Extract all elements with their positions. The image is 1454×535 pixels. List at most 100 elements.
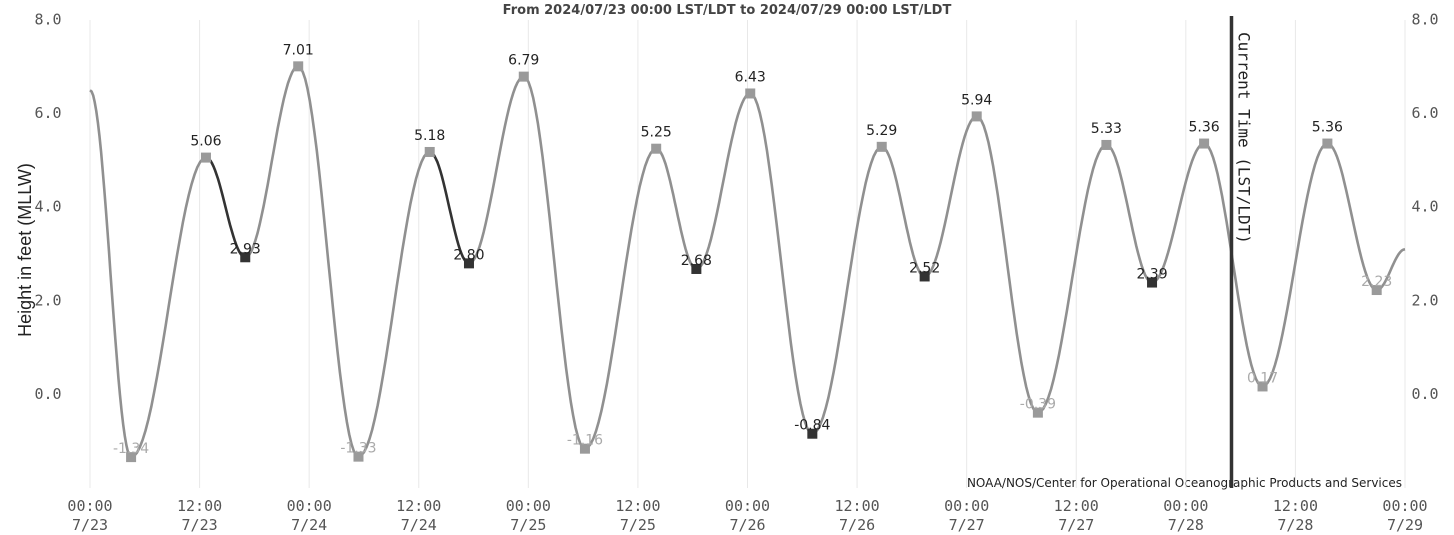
data-label: -1.33: [340, 441, 376, 457]
x-tick-date: 7/28: [1277, 516, 1313, 534]
current-time-label: Current Time (LST/LDT): [1234, 32, 1253, 244]
tide-curve-segment: [1106, 143, 1153, 284]
y-tick-label-right: 8.0: [1411, 11, 1438, 29]
x-tick-time: 00:00: [944, 497, 989, 515]
x-tick-date: 7/23: [182, 516, 218, 534]
data-point-marker: [1371, 285, 1382, 296]
x-tick-time: 00:00: [67, 497, 112, 515]
data-point-marker: [971, 111, 982, 122]
y-tick-label-left: 8.0: [34, 11, 61, 29]
x-tick-date: 7/26: [839, 516, 875, 534]
data-labels: -1.34 5.06 2.93 7.01 -1.33 5.18 2.80 6.79 -1.16 5…: [113, 42, 1392, 457]
tide-curve-segment: [523, 75, 586, 450]
x-tick-date: 7/24: [291, 516, 327, 534]
tide-curve-segment: [584, 147, 657, 450]
y-tick-label-right: 2.0: [1411, 291, 1438, 309]
tide-curve-segment: [924, 115, 978, 278]
data-point-marker: [1147, 277, 1158, 288]
data-label: 6.79: [508, 53, 539, 69]
x-tick-time: 12:00: [177, 497, 222, 515]
tide-curve-segment: [1037, 143, 1107, 414]
data-point-marker: [518, 71, 529, 82]
data-label: -1.34: [113, 441, 149, 457]
tide-curve-segment: [297, 65, 360, 458]
data-label: 5.06: [190, 134, 221, 150]
x-tick-date: 7/25: [620, 516, 656, 534]
tide-curve: [89, 65, 1406, 459]
data-point-marker: [579, 443, 590, 454]
x-tick-date: 7/28: [1168, 516, 1204, 534]
x-tick-date: 7/26: [729, 516, 765, 534]
x-tick-time: 00:00: [506, 497, 551, 515]
data-label: 2.93: [230, 241, 261, 257]
tide-curve-segment: [244, 65, 299, 259]
data-label: -0.39: [1020, 397, 1056, 413]
x-tick-time: 00:00: [287, 497, 332, 515]
x-tick-time: 12:00: [1273, 497, 1318, 515]
x-tick-date: 7/27: [949, 516, 985, 534]
data-point-marker: [745, 88, 756, 99]
x-tick-date: 7/24: [401, 516, 437, 534]
x-tick-time: 12:00: [835, 497, 880, 515]
tide-curve-segment: [1203, 142, 1263, 388]
x-tick-time: 12:00: [615, 497, 660, 515]
data-label: 5.33: [1091, 121, 1122, 137]
tide-curve-segment: [881, 145, 926, 278]
data-label: 2.68: [681, 253, 712, 269]
data-point-marker: [1257, 381, 1268, 392]
data-label: -1.16: [567, 433, 603, 449]
data-markers: [126, 61, 1382, 463]
data-point-marker: [424, 146, 435, 157]
data-label: 0.17: [1247, 370, 1278, 386]
data-point-marker: [691, 263, 702, 274]
data-point-marker: [651, 143, 662, 154]
data-label: 5.36: [1189, 120, 1220, 136]
x-tick-date: 7/27: [1058, 516, 1094, 534]
tide-curve-segment: [1151, 142, 1205, 284]
data-point-marker: [1032, 407, 1043, 418]
tide-curve-segment: [695, 92, 751, 271]
data-label: 5.25: [641, 125, 672, 141]
x-tick-date: 7/23: [72, 516, 108, 534]
data-label: 2.80: [453, 247, 484, 263]
tide-curve-segment: [655, 147, 697, 271]
data-point-marker: [240, 252, 251, 263]
x-tick-time: 12:00: [1054, 497, 1099, 515]
data-point-marker: [293, 61, 304, 72]
data-point-marker: [876, 141, 887, 152]
data-label: 5.29: [866, 123, 897, 139]
x-tick-time: 00:00: [1382, 497, 1427, 515]
data-point-marker: [1101, 139, 1112, 150]
tide-curve-segment: [749, 92, 813, 435]
credit-text: NOAA/NOS/Center for Operational Oceanogr…: [967, 476, 1402, 490]
y-axis-label: Height in feet (MLLW): [15, 163, 35, 337]
y-tick-label-right: 4.0: [1411, 198, 1438, 216]
data-label: 2.52: [909, 260, 940, 276]
data-label: 2.39: [1136, 267, 1167, 283]
tide-curve-segment: [1327, 142, 1378, 292]
tide-curve-segment: [811, 145, 883, 435]
tide-curve-segment-highlight: [429, 150, 470, 265]
data-point-marker: [353, 451, 364, 462]
data-point-marker: [463, 258, 474, 269]
data-label: 2.23: [1361, 274, 1392, 290]
data-point-marker: [200, 152, 211, 163]
tide-curve-segment: [1262, 142, 1328, 388]
y-tick-label-left: 6.0: [34, 104, 61, 122]
data-point-marker: [1199, 138, 1210, 149]
data-label: 7.01: [283, 42, 314, 58]
data-label: 5.94: [961, 92, 992, 108]
data-label: -0.84: [794, 418, 830, 434]
data-label: 5.18: [414, 128, 445, 144]
y-tick-label-right: 0.0: [1411, 385, 1438, 403]
data-point-marker: [919, 271, 930, 282]
data-point-marker: [807, 428, 818, 439]
x-tick-time: 12:00: [396, 497, 441, 515]
tide-curve-segment-highlight: [205, 156, 246, 259]
tide-curve-segment: [358, 150, 431, 458]
x-tick-time: 00:00: [1163, 497, 1208, 515]
y-tick-label-left: 2.0: [34, 291, 61, 309]
x-tick-time: 00:00: [725, 497, 770, 515]
